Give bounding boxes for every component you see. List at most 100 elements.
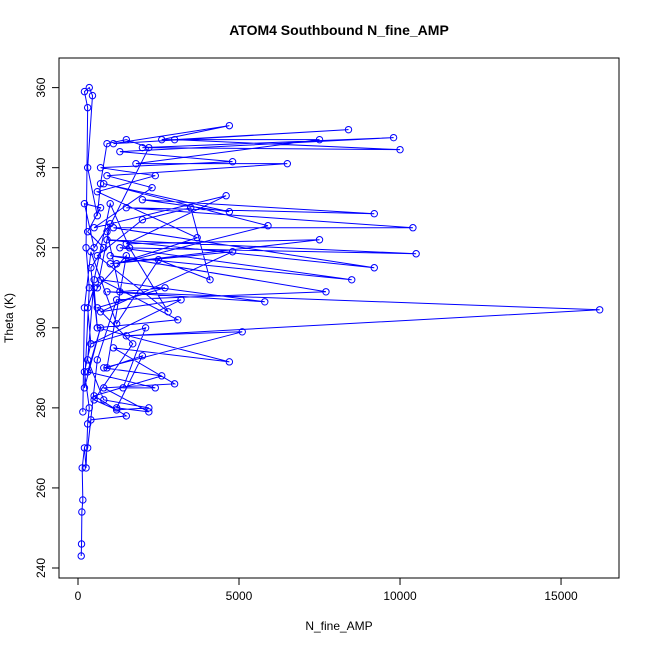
point [315,236,324,244]
point [80,304,89,312]
point [83,368,92,376]
y-tick-label: 260 [34,478,48,498]
point [100,244,108,252]
point [79,408,87,416]
point [396,145,404,154]
point [170,135,179,144]
point [80,444,89,452]
point [103,171,111,180]
point [80,368,89,376]
point [83,444,92,452]
x-tick-label: 10000 [383,589,417,603]
point [225,121,234,130]
point [90,224,98,232]
point [225,208,234,216]
point [151,384,159,392]
point [145,143,153,152]
point [103,139,111,148]
point [90,276,98,284]
point [85,284,93,292]
point [158,135,166,144]
chart-title: ATOM4 Southbound N_fine_AMP [229,22,449,38]
point [93,304,102,312]
point [96,324,105,332]
point [138,352,147,360]
y-tick-label: 360 [34,77,48,97]
point [116,244,124,252]
y-tick-label: 340 [34,157,48,177]
point [103,236,111,244]
point [595,306,604,314]
point [122,252,131,260]
point [122,332,131,340]
point [193,234,201,242]
point [82,244,90,252]
point [109,344,118,352]
x-tick-label: 15000 [544,589,578,603]
point [322,288,330,296]
point [103,228,111,236]
point [93,324,102,332]
point [106,252,114,260]
point [100,396,108,404]
point [80,87,89,96]
point [85,83,93,92]
point [141,324,150,332]
point [177,296,185,304]
point [83,228,92,236]
x-tick-label: 5000 [226,589,253,603]
point [344,125,353,134]
point [93,188,102,196]
point [79,496,87,504]
point [116,288,124,296]
point [348,276,356,284]
point [93,356,102,364]
point [88,91,97,100]
point [154,256,163,264]
point [122,135,131,144]
point [96,204,105,212]
point [100,384,108,392]
point [370,264,378,272]
point [112,296,121,304]
point [151,171,159,180]
point [370,210,378,218]
point [164,308,172,316]
point [87,248,95,256]
point [106,200,114,208]
point [87,264,95,272]
point [93,284,102,292]
point [83,304,92,312]
y-tick-label: 280 [34,398,48,418]
point [80,200,89,208]
point [77,540,86,548]
point [87,416,95,424]
point [96,163,105,172]
point [222,192,230,200]
point [261,298,269,306]
point [78,508,86,516]
point [90,284,98,292]
point [96,179,105,188]
point [122,204,131,212]
point [225,358,234,366]
point [238,328,246,336]
point [85,404,93,412]
point [187,204,195,212]
point [409,224,417,232]
point [112,406,121,414]
point [80,384,89,392]
point [206,276,214,284]
point [315,135,324,144]
point [119,384,127,392]
point [283,159,292,168]
point [106,260,114,268]
point [93,212,102,220]
point [112,320,121,328]
point [132,159,140,168]
point [389,133,398,142]
point [83,163,92,172]
point [109,224,118,232]
y-tick-label: 320 [34,237,48,257]
point [138,196,147,204]
